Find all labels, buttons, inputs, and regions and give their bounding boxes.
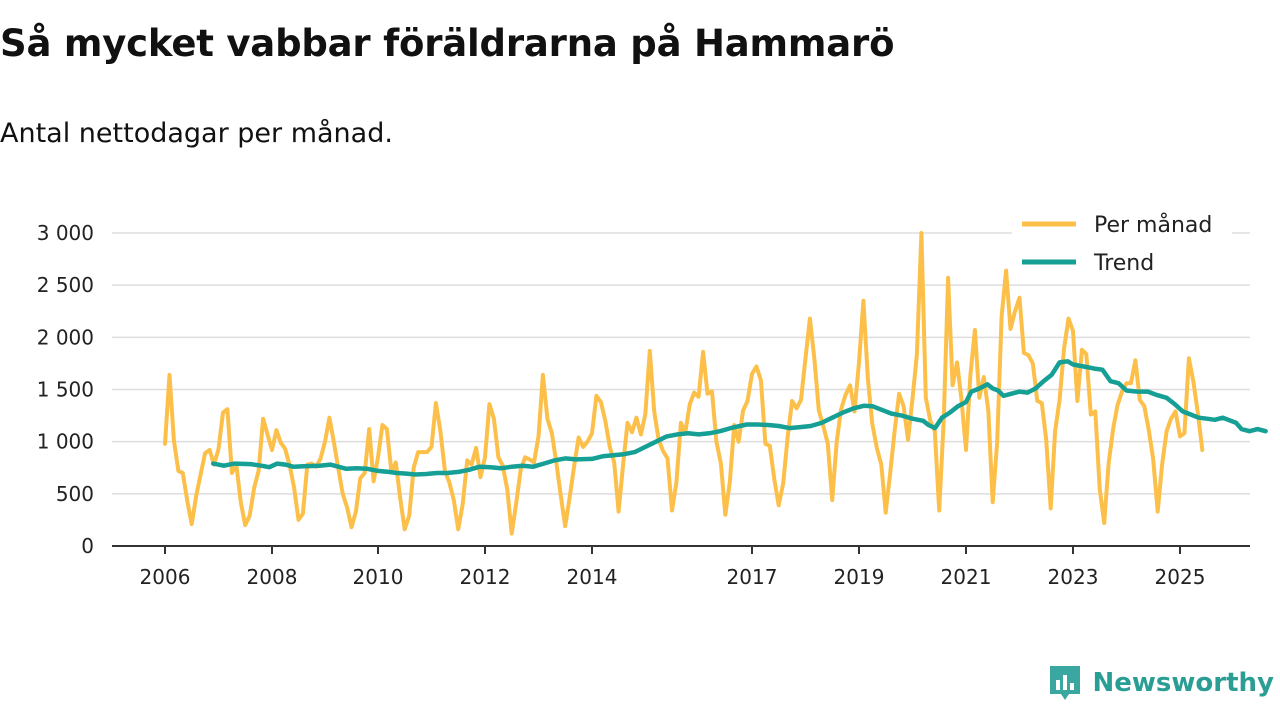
y-tick-label-500: 500	[56, 482, 94, 506]
x-axis-ticks: 2006 2008 2010 2012 2014 2017 2019 2021 2023 2025	[140, 546, 1206, 589]
x-tick-label-2025: 2025	[1155, 565, 1206, 589]
legend: Per månad Trend	[1012, 204, 1232, 284]
y-tick-label-3000: 3 000	[37, 221, 94, 245]
series-line-per-manad	[163, 231, 1205, 536]
x-tick-label-2006: 2006	[140, 565, 191, 589]
chart-title: Så mycket vabbar föräldrarna på Hammarö	[0, 22, 895, 65]
y-tick-label-1500: 1 500	[37, 378, 94, 402]
y-tick-label-2000: 2 000	[37, 325, 94, 349]
newsworthy-logo-icon	[1049, 666, 1080, 700]
series-line-trend	[210, 359, 1268, 477]
y-axis-tick-labels: 0 500 1 000 1 500 2 000 2 500 3 000	[37, 221, 94, 558]
x-tick-label-2010: 2010	[353, 565, 404, 589]
x-tick-label-2008: 2008	[247, 565, 298, 589]
legend-label-trend[interactable]: Trend	[1093, 251, 1154, 276]
x-tick-label-2014: 2014	[567, 565, 618, 589]
x-tick-label-2012: 2012	[460, 565, 511, 589]
brand-logo[interactable]: Newsworthy	[1047, 664, 1274, 702]
series-layer	[163, 231, 1268, 536]
chart-subtitle: Antal nettodagar per månad.	[0, 118, 393, 149]
x-tick-label-2017: 2017	[727, 565, 778, 589]
legend-label-per-manad[interactable]: Per månad	[1094, 212, 1212, 238]
x-tick-label-2023: 2023	[1048, 565, 1099, 589]
y-tick-label-1000: 1 000	[37, 430, 94, 454]
y-tick-label-2500: 2 500	[37, 273, 94, 297]
x-tick-label-2021: 2021	[941, 565, 992, 589]
legend-background	[1012, 204, 1232, 284]
brand-name: Newsworthy	[1092, 668, 1274, 698]
x-tick-label-2019: 2019	[834, 565, 885, 589]
y-tick-label-0: 0	[81, 534, 94, 558]
